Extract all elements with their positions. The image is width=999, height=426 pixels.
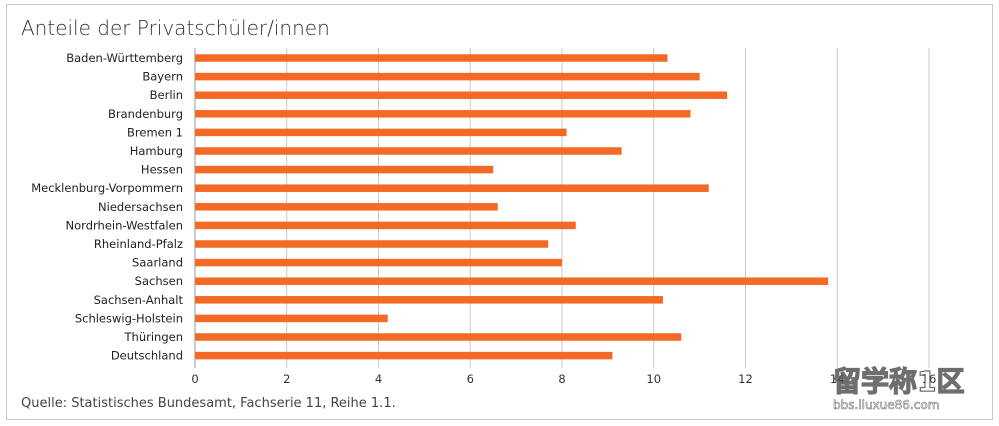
bar: [195, 296, 663, 304]
x-tick-label: 0: [191, 372, 198, 386]
bar: [195, 221, 576, 230]
category-label: Berlin: [150, 88, 183, 102]
category-label: Brandenburg: [108, 107, 183, 121]
category-label: Nordrhein-Westfalen: [66, 218, 183, 232]
bar: [195, 110, 691, 118]
svg-text:留学称1区: 留学称1区: [833, 365, 964, 398]
x-tick-label: 12: [738, 372, 753, 386]
category-label: Sachsen: [135, 274, 183, 288]
category-label: Baden-Württemberg: [66, 51, 183, 65]
x-tick-label: 2: [283, 372, 290, 386]
bar: [195, 72, 700, 81]
category-label: Deutschland: [111, 349, 183, 363]
x-tick-label: 4: [375, 372, 382, 386]
bar: [195, 184, 709, 192]
bar: [195, 54, 668, 62]
bar: [195, 277, 829, 285]
category-label: Mecklenburg-Vorpommern: [31, 181, 183, 195]
bar: [195, 165, 494, 174]
bars: [195, 54, 829, 360]
bar: [195, 314, 388, 323]
category-label: Rheinland-Pfalz: [94, 237, 183, 251]
x-tick-label: 10: [646, 372, 661, 386]
x-tick-label: 8: [558, 372, 565, 386]
category-label: Saarland: [132, 256, 183, 270]
x-tick-label: 14: [830, 372, 845, 386]
x-tick-label: 6: [467, 372, 474, 386]
bar: [195, 128, 567, 137]
bar: [195, 258, 562, 267]
source-note: Quelle: Statistisches Bundesamt, Fachser…: [21, 396, 396, 411]
bar: [195, 351, 613, 360]
bar: [195, 333, 682, 341]
watermark-logo: 留学称1区 bbs.liuxue86.com: [829, 361, 989, 418]
chart-title: Anteile der Privatschüler/innen: [21, 16, 330, 40]
bar: [195, 147, 622, 155]
bar: [195, 240, 549, 248]
category-label: Hessen: [141, 163, 183, 177]
category-label: Schleswig-Holstein: [75, 311, 183, 325]
x-tick-label: 16: [922, 372, 937, 386]
category-label: Sachsen-Anhalt: [94, 293, 184, 307]
category-label: Bremen 1: [127, 125, 183, 139]
svg-text:bbs.liuxue86.com: bbs.liuxue86.com: [833, 398, 939, 412]
category-label: Hamburg: [130, 144, 183, 158]
category-label: Bayern: [142, 70, 183, 84]
category-labels: Baden-Württemberg Bayern Berlin Brandenburg…: [31, 51, 183, 363]
category-label: Thüringen: [124, 330, 183, 344]
bar: [195, 203, 498, 211]
x-axis-ticks: 0 2 4 6 8 10 12 14 16: [191, 372, 936, 386]
category-label: Niedersachsen: [98, 200, 183, 214]
bar: [195, 91, 728, 99]
